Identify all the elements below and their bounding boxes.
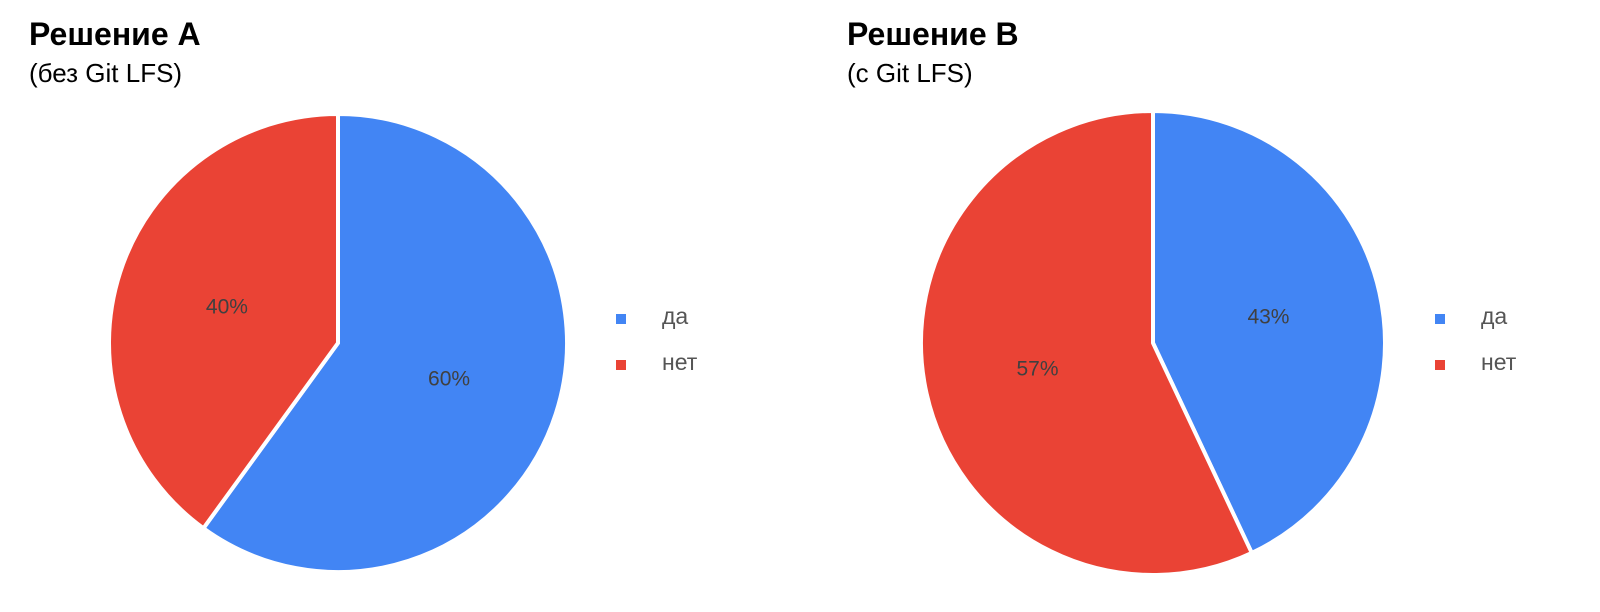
chart-subtitle: (с Git LFS) [847, 58, 973, 88]
chart-subtitle: (без Git LFS) [29, 58, 183, 88]
legend-swatch-yes [1435, 314, 1445, 324]
legend-label-yes: да [662, 303, 689, 329]
legend-swatch-yes [616, 314, 626, 324]
legend-swatch-no [1435, 360, 1445, 370]
pie-slice-yes [201, 112, 569, 574]
chart-title: Решение B [847, 16, 1019, 52]
pie-chart: 60% 40% [107, 112, 569, 574]
legend-label-no: нет [662, 349, 698, 375]
legend-label-no: нет [1481, 349, 1517, 375]
slice-label-yes: 60% [428, 368, 470, 391]
chart-panel-a: Решение A (без Git LFS) 60% 40% да нет [29, 16, 698, 574]
slice-label-no: 40% [206, 295, 248, 318]
pie-slice-no [107, 112, 340, 531]
chart-title: Решение A [29, 16, 201, 52]
slice-label-yes: 43% [1247, 306, 1289, 329]
chart-panel-b: Решение B (с Git LFS) 43% 57% да нет [840, 0, 1600, 612]
pie-slice-no [919, 109, 1254, 577]
slice-label-no: 57% [1017, 357, 1059, 380]
pie-chart: 43% 57% [919, 109, 1387, 577]
legend-swatch-no [616, 360, 626, 370]
legend-label-yes: да [1481, 303, 1508, 329]
pie-slice-yes [1151, 109, 1387, 555]
